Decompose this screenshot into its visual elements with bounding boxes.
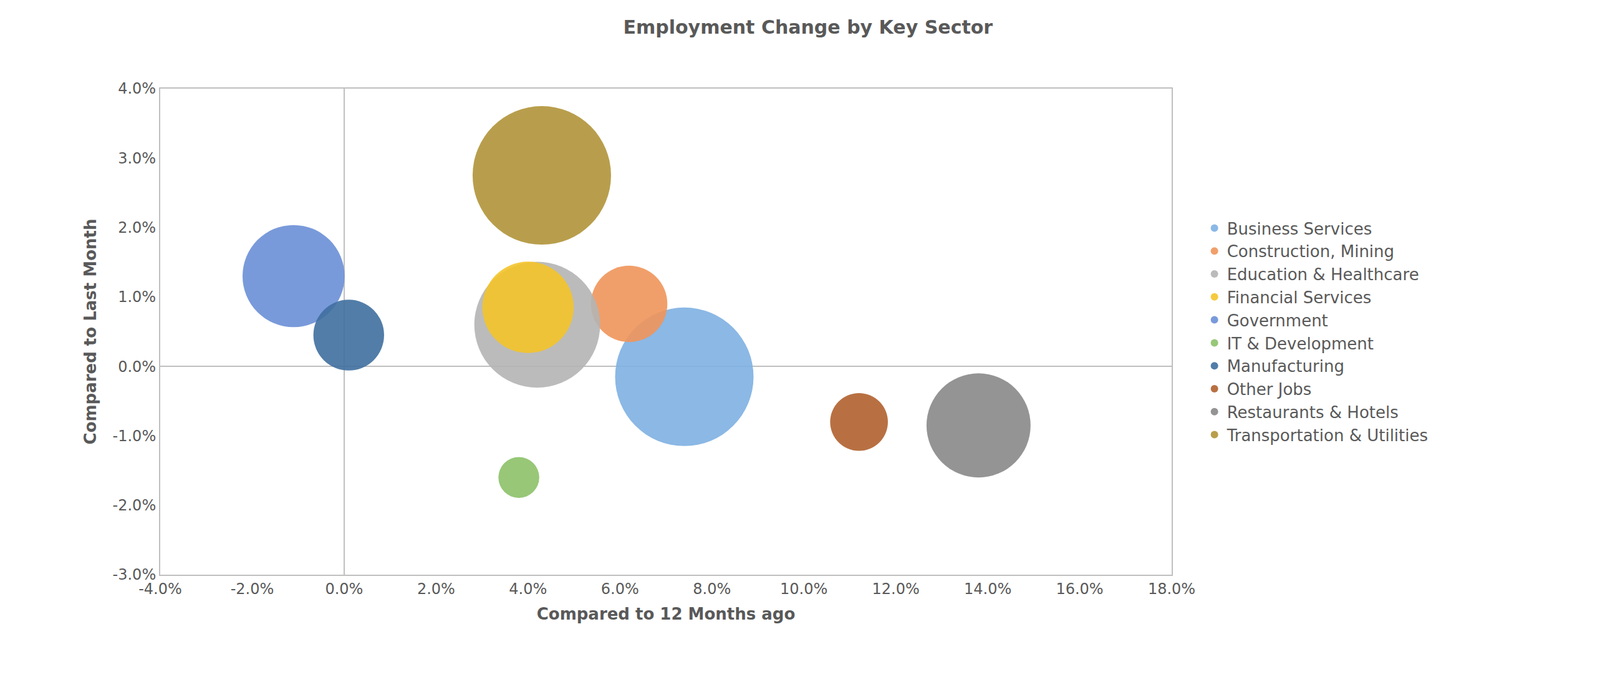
svg-text:-3.0%: -3.0% <box>112 565 157 584</box>
svg-text:0.0%: 0.0% <box>117 357 156 376</box>
svg-text:Restaurants & Hotels: Restaurants & Hotels <box>1227 402 1399 422</box>
svg-text:8.0%: 8.0% <box>692 579 731 598</box>
svg-text:3.0%: 3.0% <box>117 149 156 168</box>
svg-text:12.0%: 12.0% <box>872 579 920 598</box>
svg-text:2.0%: 2.0% <box>417 579 456 598</box>
svg-text:0.0%: 0.0% <box>324 579 363 598</box>
svg-text:-1.0%: -1.0% <box>112 427 157 445</box>
svg-text:-4.0%: -4.0% <box>138 579 183 598</box>
svg-text:-2.0%: -2.0% <box>112 496 157 514</box>
svg-text:Construction, Mining: Construction, Mining <box>1227 241 1395 261</box>
svg-text:18.0%: 18.0% <box>1147 579 1196 598</box>
svg-text:Government: Government <box>1227 311 1329 330</box>
svg-text:Transportation & Utilities: Transportation & Utilities <box>1226 425 1428 445</box>
svg-text:IT & Development: IT & Development <box>1227 334 1374 353</box>
svg-text:Other Jobs: Other Jobs <box>1227 379 1312 399</box>
svg-text:4.0%: 4.0% <box>508 579 547 598</box>
svg-text:6.0%: 6.0% <box>601 579 640 598</box>
svg-text:Business Services: Business Services <box>1227 219 1373 239</box>
svg-text:-2.0%: -2.0% <box>230 579 275 598</box>
svg-text:2.0%: 2.0% <box>117 218 156 237</box>
svg-text:4.0%: 4.0% <box>117 79 156 98</box>
svg-text:Compared to 12 Months ago: Compared to 12 Months ago <box>536 604 796 623</box>
svg-text:Education & Healthcare: Education & Healthcare <box>1227 265 1420 284</box>
svg-text:Compared to Last Month: Compared to Last Month <box>81 218 100 445</box>
svg-text:14.0%: 14.0% <box>963 579 1012 598</box>
svg-text:Manufacturing: Manufacturing <box>1227 356 1345 376</box>
svg-text:1.0%: 1.0% <box>117 288 156 306</box>
svg-text:16.0%: 16.0% <box>1055 579 1104 598</box>
svg-text:Financial Services: Financial Services <box>1227 288 1372 307</box>
svg-text:10.0%: 10.0% <box>780 579 828 598</box>
svg-text:Employment Change by Key Secto: Employment Change by Key Sector <box>622 16 993 39</box>
